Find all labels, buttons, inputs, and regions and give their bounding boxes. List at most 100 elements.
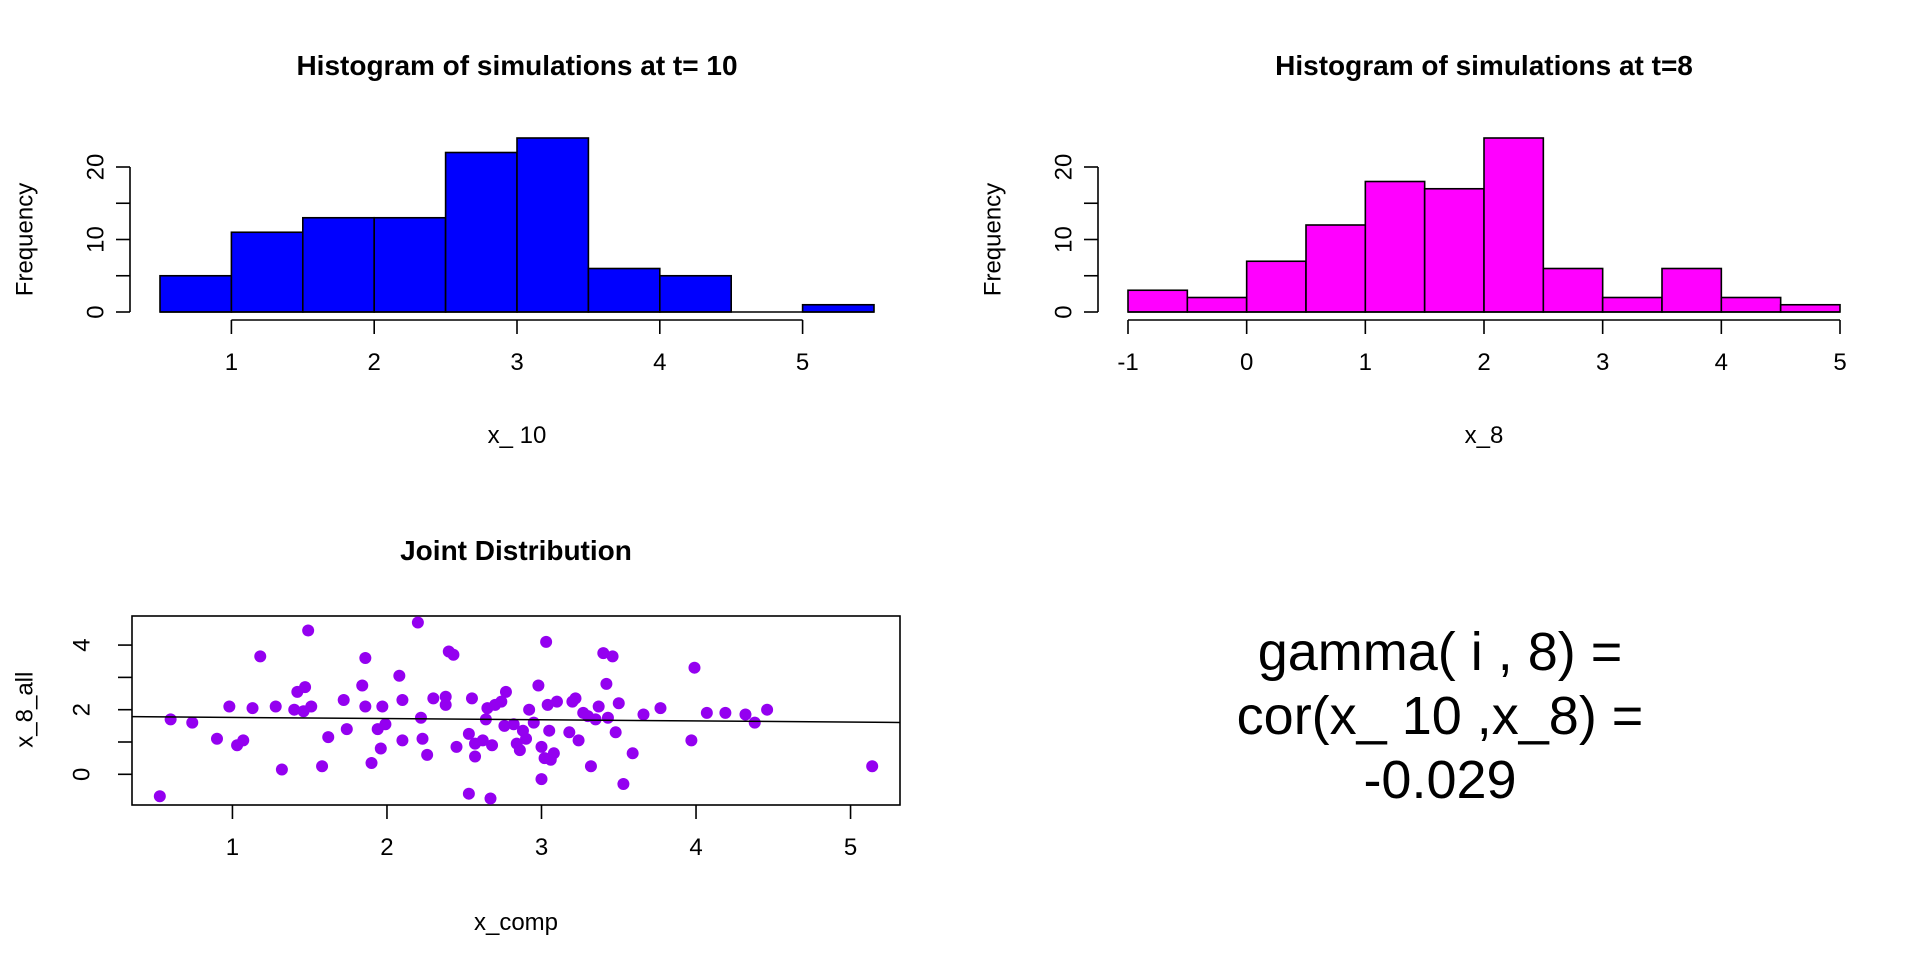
scatter-point bbox=[597, 647, 610, 660]
scatter-point bbox=[393, 669, 406, 682]
x-tick-label: 1 bbox=[225, 349, 238, 376]
scatter-point bbox=[275, 763, 288, 776]
scatter-point bbox=[498, 719, 511, 732]
scatter-point bbox=[484, 792, 497, 805]
hist-x10-bar bbox=[444, 151, 518, 313]
x-tick-label: 1 bbox=[1359, 349, 1372, 376]
scatter-point bbox=[486, 739, 499, 752]
scatter-point bbox=[164, 713, 177, 726]
scatter-point bbox=[513, 744, 526, 757]
scatter-point bbox=[609, 726, 622, 739]
scatter-point bbox=[356, 679, 369, 692]
scatter-point bbox=[379, 718, 392, 731]
hist-x8-bar bbox=[1364, 180, 1426, 313]
scatter-point bbox=[601, 711, 614, 724]
x-tick-label: 1 bbox=[226, 834, 239, 861]
scatter-point bbox=[447, 648, 460, 661]
annotation-line-3: -0.029 bbox=[1363, 750, 1517, 810]
scatter-point bbox=[299, 681, 312, 694]
scatter-point bbox=[499, 685, 512, 698]
scatter-point bbox=[396, 694, 409, 706]
annotation-line-1: gamma( i , 8) = bbox=[1257, 622, 1623, 682]
scatter-point bbox=[359, 652, 372, 664]
x-tick-label: 2 bbox=[1477, 349, 1490, 376]
hist-x8-bar bbox=[1127, 289, 1189, 313]
scatter-point bbox=[223, 700, 236, 713]
hist-x8-bar bbox=[1245, 260, 1307, 313]
scatter-point bbox=[210, 732, 223, 745]
scatter-point bbox=[416, 732, 429, 745]
scatter-point bbox=[761, 703, 774, 716]
scatter-point bbox=[153, 790, 166, 803]
scatter-point bbox=[439, 698, 452, 711]
joint-distribution-panel: Joint Distribution 1 2 3 4 5 x_comp 0 2 4 x_8_all bbox=[12, 535, 901, 936]
scatter-point bbox=[543, 724, 556, 737]
scatter-point bbox=[626, 747, 639, 760]
hist-x8-bar bbox=[1720, 296, 1782, 313]
scatter-point bbox=[719, 706, 732, 719]
scatter-point bbox=[507, 718, 520, 731]
scatter-point bbox=[523, 703, 536, 716]
scatter-point bbox=[592, 700, 605, 713]
x-tick-label: 5 bbox=[844, 834, 857, 861]
scatter-point bbox=[535, 740, 548, 753]
x-tick-label: 4 bbox=[653, 349, 666, 376]
hist-x8-bar bbox=[1186, 296, 1248, 313]
annotation-line-2: cor(x_ 10 ,x_8) = bbox=[1236, 686, 1644, 746]
x-tick-label: -1 bbox=[1117, 349, 1138, 376]
scatter-point bbox=[550, 695, 563, 708]
scatter-point bbox=[302, 624, 315, 637]
regression-line bbox=[131, 715, 901, 724]
scatter-point bbox=[866, 760, 879, 773]
scatter-point bbox=[462, 787, 475, 800]
scatter-point bbox=[612, 697, 625, 710]
scatter-point bbox=[359, 700, 372, 713]
scatter-point bbox=[322, 731, 335, 744]
hist-x8-bar bbox=[1483, 137, 1545, 313]
scatter-point bbox=[495, 695, 508, 708]
scatter-point bbox=[527, 716, 540, 729]
y-axis-label: Frequency bbox=[980, 183, 1007, 296]
hist-x10-bar bbox=[801, 303, 875, 313]
x-tick-label: 4 bbox=[1715, 349, 1728, 376]
scatter-point bbox=[520, 732, 533, 745]
x-tick-label: 3 bbox=[510, 349, 523, 376]
y-tick-label: 4 bbox=[69, 638, 96, 651]
scatter-point bbox=[374, 742, 387, 755]
chart-title: Histogram of simulations at t=8 bbox=[1275, 50, 1693, 81]
scatter-point bbox=[450, 740, 463, 753]
x-tick-label: 2 bbox=[368, 349, 381, 376]
scatter-point bbox=[246, 702, 259, 715]
scatter-point bbox=[589, 713, 602, 726]
hist-x8-bar bbox=[1305, 224, 1367, 313]
scatter-point bbox=[739, 708, 752, 721]
scatter-point bbox=[685, 734, 698, 747]
scatter-point bbox=[411, 616, 424, 629]
chart-title: Histogram of simulations at t= 10 bbox=[296, 50, 737, 81]
scatter-point bbox=[541, 698, 554, 711]
hist-x8-bar bbox=[1542, 267, 1604, 313]
scatter-point bbox=[316, 760, 329, 773]
scatter-point bbox=[396, 734, 409, 747]
y-tick-label: 0 bbox=[69, 768, 96, 781]
scatter-point bbox=[637, 708, 650, 721]
histogram-x8-panel: Histogram of simulations at t=8 -1 0 1 2 3 4 5 x… bbox=[980, 50, 1847, 449]
x-tick-label: 5 bbox=[1833, 349, 1846, 376]
scatter-point bbox=[469, 750, 482, 763]
hist-x8-bar bbox=[1661, 267, 1723, 313]
y-tick-label: 20 bbox=[83, 154, 110, 181]
scatter-point bbox=[305, 700, 318, 713]
chart-title: Joint Distribution bbox=[400, 535, 632, 566]
x-axis-label: x_ 10 bbox=[488, 422, 547, 449]
x-tick-label: 4 bbox=[689, 834, 702, 861]
scatter-point bbox=[337, 694, 350, 706]
y-axis-label: x_8_all bbox=[12, 672, 39, 748]
scatter-point bbox=[584, 760, 597, 773]
y-tick-label: 0 bbox=[1051, 305, 1078, 318]
x-tick-label: 2 bbox=[380, 834, 393, 861]
x-tick-label: 3 bbox=[1596, 349, 1609, 376]
y-axis-label: Frequency bbox=[12, 183, 39, 296]
correlation-annotation: gamma( i , 8) = cor(x_ 10 ,x_8) = -0.029 bbox=[1160, 620, 1720, 812]
scatter-point bbox=[540, 635, 553, 648]
scatter-point bbox=[462, 727, 475, 740]
